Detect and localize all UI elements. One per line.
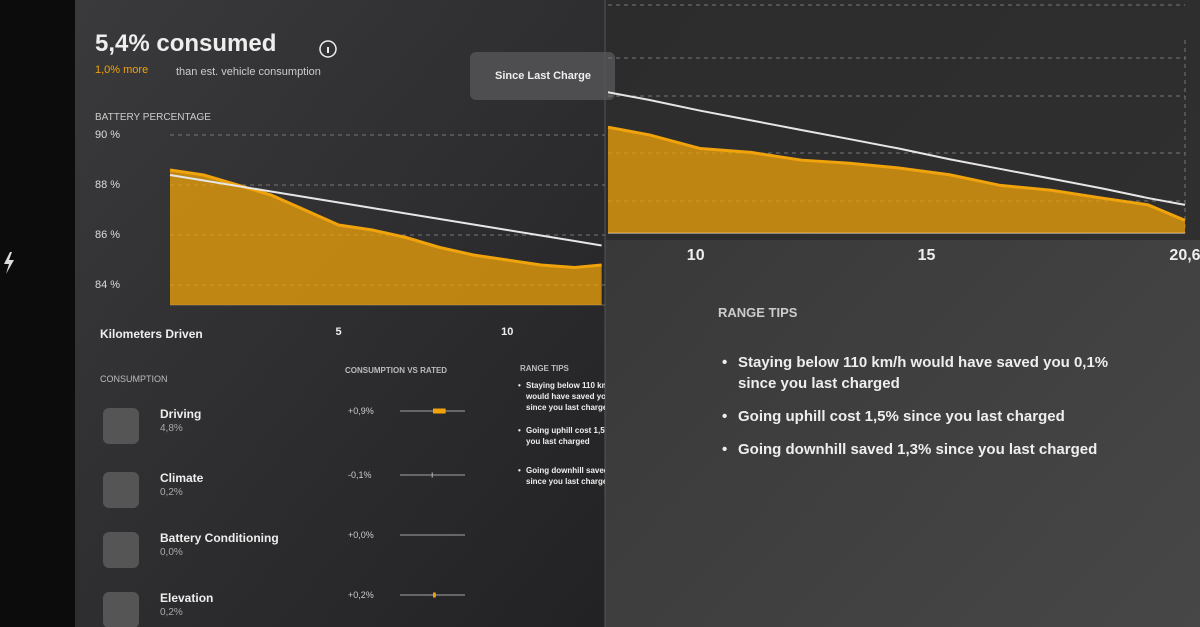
item-value: 4,8% — [160, 423, 183, 434]
x-tick-label: 20,6 — [1169, 247, 1200, 264]
vs-label: +0,9% — [348, 406, 374, 416]
delta: 1,0% more — [95, 64, 149, 76]
tips-title: RANGE TIPS — [718, 305, 798, 320]
consumption-title: CONSUMPTION — [100, 374, 168, 384]
tips-clipped: Staying below 110 km/h would have saved … — [518, 380, 605, 490]
item-value: 0,0% — [160, 547, 183, 558]
tip: Going downhill saved 1,3% since you last… — [722, 439, 1142, 460]
x-tick-label: 10 — [687, 247, 705, 264]
y-tick-label: 86 % — [95, 229, 120, 241]
bezel — [0, 0, 75, 627]
tips-list: Staying below 110 km/h would have saved … — [722, 352, 1142, 472]
vs-bar — [433, 408, 446, 414]
info-icon-mark — [327, 47, 329, 53]
x-tick-label: 10 — [501, 326, 513, 338]
x-axis-title: Kilometers Driven — [100, 327, 203, 341]
vs-label: +0,2% — [348, 590, 374, 600]
tips-small-list: Staying below 110 km/h would have saved … — [518, 380, 605, 487]
item-value: 0,2% — [160, 607, 183, 618]
item-name: Elevation — [160, 591, 214, 605]
tip-small: Going downhill saved 1,3% since you last… — [518, 465, 605, 487]
charge-icon — [4, 252, 14, 274]
x-tick-label: 15 — [918, 247, 936, 264]
title: 5,4% consumed — [95, 30, 277, 57]
tip: Staying below 110 km/h would have saved … — [722, 352, 1142, 394]
item-value: 0,2% — [160, 487, 183, 498]
vs-label: -0,1% — [348, 470, 372, 480]
info-icon[interactable] — [319, 40, 337, 58]
item-icons — [103, 408, 139, 627]
subtitle: than est. vehicle consumption — [176, 66, 321, 78]
tip: Going uphill cost 1,5% since you last ch… — [722, 406, 1142, 427]
y-tick-label: 84 % — [95, 279, 120, 291]
tips-title-small: RANGE TIPS — [520, 364, 569, 373]
tip-small: Staying below 110 km/h would have saved … — [518, 380, 605, 413]
period-button[interactable] — [470, 52, 615, 100]
left-panel — [75, 0, 605, 627]
area-fill — [170, 170, 602, 305]
item-name: Climate — [160, 471, 204, 485]
rated-line — [169, 174, 602, 247]
period-button-label: Since Last Charge — [495, 70, 591, 82]
vs-bar — [431, 472, 433, 478]
y-tick-label: 88 % — [95, 179, 120, 191]
vs-bar — [433, 592, 436, 598]
rated-line — [607, 91, 1186, 206]
consumption-line — [607, 125, 1186, 222]
item-name: Battery Conditioning — [160, 531, 279, 545]
vs-title: CONSUMPTION VS RATED — [345, 366, 448, 375]
item-name: Driving — [160, 407, 202, 421]
y-axis-title: BATTERY PERCENTAGE — [95, 112, 211, 123]
tip-small: Going uphill cost 1,5% since you last ch… — [518, 425, 605, 447]
y-tick-label: 90 % — [95, 129, 120, 141]
x-tick-label: 5 — [336, 326, 342, 338]
vs-label: +0,0% — [348, 530, 374, 540]
